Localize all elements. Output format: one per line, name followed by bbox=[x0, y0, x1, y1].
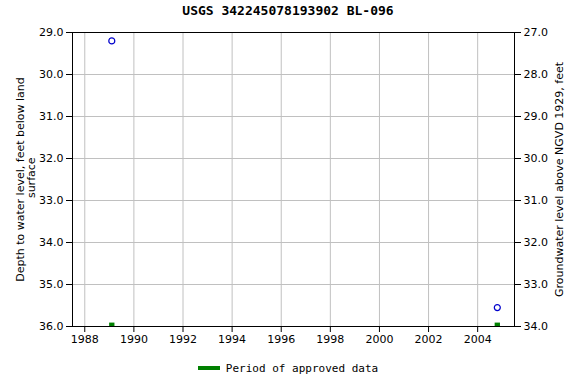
svg-text:33.0: 33.0 bbox=[524, 278, 549, 291]
svg-text:28.0: 28.0 bbox=[524, 68, 549, 81]
svg-text:1990: 1990 bbox=[120, 333, 148, 346]
svg-text:1998: 1998 bbox=[316, 333, 344, 346]
svg-text:2000: 2000 bbox=[365, 333, 393, 346]
svg-text:30.0: 30.0 bbox=[524, 152, 549, 165]
svg-text:1996: 1996 bbox=[267, 333, 295, 346]
svg-text:32.0: 32.0 bbox=[39, 152, 64, 165]
svg-text:29.0: 29.0 bbox=[524, 110, 549, 123]
svg-text:1992: 1992 bbox=[169, 333, 197, 346]
svg-text:31.0: 31.0 bbox=[39, 110, 64, 123]
svg-text:34.0: 34.0 bbox=[524, 320, 549, 333]
svg-text:1988: 1988 bbox=[71, 333, 99, 346]
svg-text:30.0: 30.0 bbox=[39, 68, 64, 81]
html-text:USGS 342245078193902 BL-096: USGS 342245078193902 BL-096 bbox=[182, 3, 394, 18]
svg-text:29.0: 29.0 bbox=[39, 26, 64, 39]
html-text:Period of approved data: Period of approved data bbox=[225, 361, 379, 375]
svg-text:2002: 2002 bbox=[415, 333, 443, 346]
svg-text:Depth to water level, feet bel: Depth to water level, feet below land su… bbox=[14, 77, 38, 282]
svg-text:1994: 1994 bbox=[218, 333, 246, 346]
svg-text:2004: 2004 bbox=[464, 333, 492, 346]
svg-text:31.0: 31.0 bbox=[524, 194, 549, 207]
svg-text:33.0: 33.0 bbox=[39, 194, 64, 207]
svg-text:36.0: 36.0 bbox=[39, 320, 64, 333]
svg-text:32.0: 32.0 bbox=[524, 236, 549, 249]
svg-text:27.0: 27.0 bbox=[524, 26, 549, 39]
svg-text:35.0: 35.0 bbox=[39, 278, 64, 291]
svg-text:34.0: 34.0 bbox=[39, 236, 64, 249]
svg-text:Groundwater level above NGVD 1: Groundwater level above NGVD 1929, feet bbox=[553, 61, 566, 297]
